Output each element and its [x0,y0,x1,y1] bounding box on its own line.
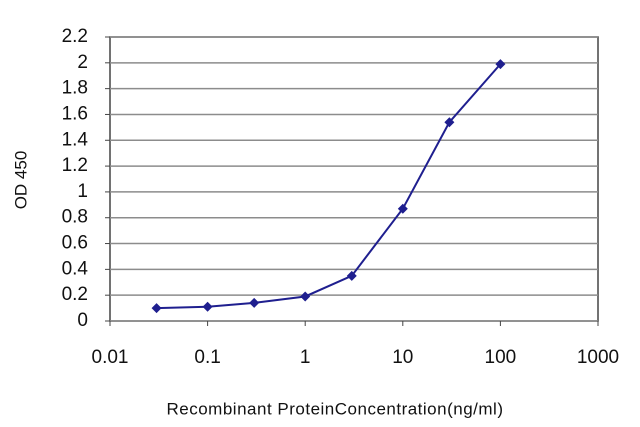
y-tick-label: 0.8 [62,207,88,228]
y-tick-label: 0.2 [62,284,88,305]
y-tick-label: 1.2 [62,155,88,176]
y-tick-label: 1.6 [62,103,88,124]
data-point [202,301,213,312]
x-tick-label: 100 [485,347,517,368]
x-tick-label: 1 [300,347,311,368]
y-tick-label: 2 [77,52,88,73]
data-line [156,63,502,310]
y-tick-label: 0.4 [62,258,89,279]
data-point [151,303,162,314]
y-tick-label: 1 [77,181,88,202]
y-tick-label: 0.6 [62,233,88,254]
x-tick-label: 1000 [577,347,619,368]
data-point [444,117,455,128]
x-tick-label: 10 [392,347,413,368]
y-tick-label: 0 [77,310,88,331]
y-axis-title: OD 450 [11,151,30,210]
data-point [495,59,506,70]
data-point [249,297,260,308]
data-point [346,270,357,281]
data-point [397,203,408,214]
x-axis-title: Recombinant ProteinConcentration(ng/ml) [167,399,504,418]
y-tick-label: 1.8 [62,78,88,99]
y-tick-label: 1.4 [62,129,89,150]
x-tick-label: 0.1 [194,347,220,368]
y-tick-label: 2.2 [62,26,88,47]
data-point [300,291,311,302]
x-tick-label: 0.01 [92,347,129,368]
